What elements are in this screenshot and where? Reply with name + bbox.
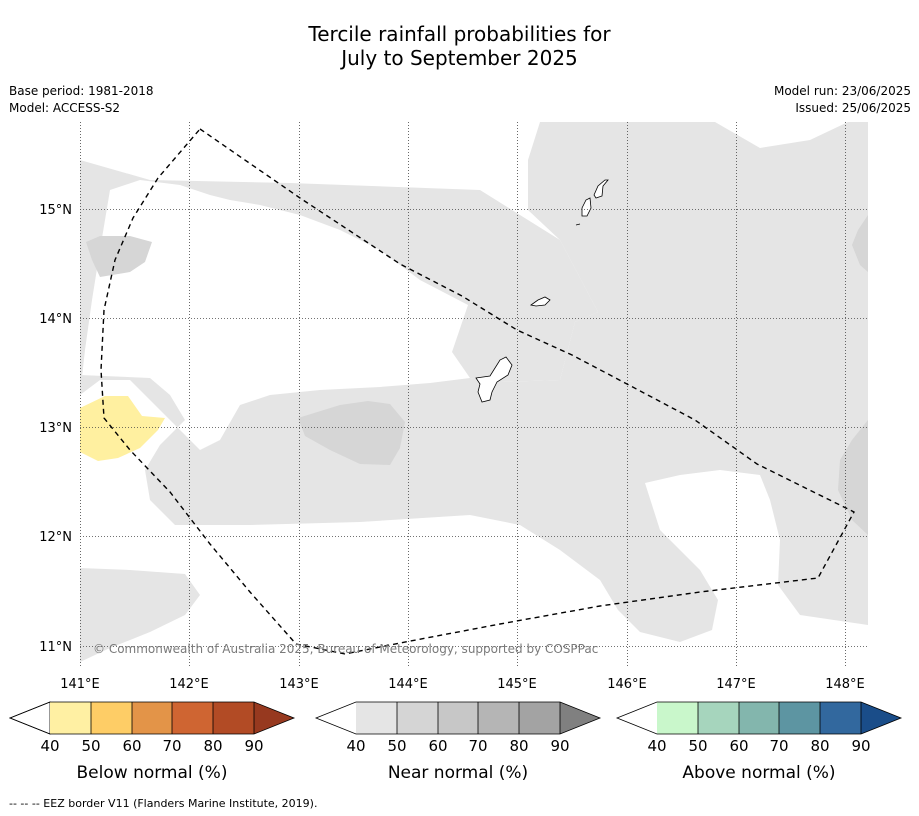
- copyright-text: © Commonwealth of Australia 2025, Bureau…: [93, 642, 598, 656]
- colorbar-high-extension: [560, 702, 600, 734]
- colorbar-tick: 70: [468, 737, 487, 755]
- colorbar-cell: [519, 702, 560, 734]
- colorbar-cell: [356, 702, 397, 734]
- lat-tick-label: 15°N: [39, 203, 72, 218]
- colorbar-tick: 80: [810, 737, 829, 755]
- colorbar-cell: [397, 702, 438, 734]
- colorbar-cell: [698, 702, 739, 734]
- colorbar-cell: [91, 702, 132, 734]
- lon-tick-label: 145°E: [497, 677, 537, 692]
- colorbar-tick: 60: [729, 737, 748, 755]
- legend-near-normal: 40 50 60 70 80 90 Near normal (%): [314, 701, 602, 783]
- title-line-2: July to September 2025: [341, 46, 578, 70]
- lon-tick-labels: 141°E 142°E 143°E 144°E 145°E 146°E 147°…: [60, 677, 865, 692]
- lon-tick-label: 141°E: [60, 677, 100, 692]
- legend-title: Above normal (%): [682, 763, 835, 783]
- colorbar-cell: [657, 702, 698, 734]
- lat-gridlines: [80, 209, 868, 647]
- colorbar-cell: [739, 702, 779, 734]
- colorbar-tick: 90: [550, 737, 569, 755]
- colorbar-tick: 80: [509, 737, 528, 755]
- colorbar-tick: 50: [387, 737, 406, 755]
- near-normal-patch-center: [298, 401, 405, 465]
- colorbar-cell: [438, 702, 478, 734]
- lon-gridlines: [80, 122, 846, 667]
- colorbar-dividers: [90, 702, 255, 734]
- colorbar-tick: 80: [203, 737, 222, 755]
- lat-tick-label: 11°N: [39, 640, 72, 655]
- colorbar-cell: [172, 702, 213, 734]
- colorbar-tick: 50: [688, 737, 707, 755]
- model-run: Model run: 23/06/2025: [773, 84, 911, 98]
- colorbar-tick: 50: [81, 737, 100, 755]
- legend-below-normal: 40 50 60 70 80 90 Below normal (%): [8, 701, 296, 783]
- meta-left: Base period: 1981-2018 Model: ACCESS-S2: [9, 83, 154, 117]
- lon-tick-label: 143°E: [279, 677, 319, 692]
- island-rota: [530, 296, 551, 307]
- island-saipan: [593, 179, 609, 199]
- colorbar-cell: [779, 702, 820, 734]
- near-normal-patch-east: [852, 215, 868, 272]
- near-normal-region-east: [80, 122, 868, 642]
- meta-right: Model run: 23/06/2025 Issued: 25/06/2025: [774, 83, 911, 117]
- colorbar-low-extension: [8, 701, 51, 735]
- colorbar-tick: 40: [647, 737, 666, 755]
- lat-tick-labels: 15°N 14°N 13°N 12°N 11°N: [39, 203, 72, 655]
- island-tinian: [581, 197, 592, 217]
- lat-tick-label: 12°N: [39, 530, 72, 545]
- lon-tick-label: 147°E: [716, 677, 756, 692]
- map-title: Tercile rainfall probabilities for July …: [0, 22, 919, 70]
- colorbar-high-extension: [254, 702, 294, 734]
- colorbar-tick: 90: [851, 737, 870, 755]
- colorbar-tick: 90: [244, 737, 263, 755]
- issued-date: Issued: 25/06/2025: [795, 101, 911, 115]
- colorbar-low-extension: [617, 702, 657, 734]
- near-normal-region-main: [80, 160, 598, 395]
- colorbar-dividers: [396, 702, 561, 734]
- legend-title: Below normal (%): [77, 763, 228, 783]
- near-normal-patch-west: [86, 236, 152, 277]
- colorbar-cell: [478, 702, 519, 734]
- near-normal-region-southwest: [80, 568, 200, 662]
- colorbar-high-extension: [861, 702, 901, 734]
- colorbar-low-extension: [316, 702, 356, 734]
- legend-title: Near normal (%): [388, 763, 528, 783]
- lon-tick-label: 148°E: [825, 677, 865, 692]
- title-line-1: Tercile rainfall probabilities for: [308, 22, 611, 46]
- base-period: Base period: 1981-2018: [9, 84, 154, 98]
- colorbar-tick: 60: [122, 737, 141, 755]
- colorbar-cell: [132, 702, 172, 734]
- probability-fields: [80, 122, 868, 662]
- eez-border: [100, 128, 855, 655]
- colorbar-tick: 70: [769, 737, 788, 755]
- legend-above-normal: 40 50 60 70 80 90 Above normal (%): [615, 701, 903, 783]
- colorbar-tick: 60: [428, 737, 447, 755]
- model-name: Model: ACCESS-S2: [9, 101, 121, 115]
- lat-tick-label: 14°N: [39, 312, 72, 327]
- lon-tick-label: 146°E: [607, 677, 647, 692]
- colorbar-cell: [50, 702, 91, 734]
- lon-tick-label: 144°E: [388, 677, 428, 692]
- colorbar-tick: 40: [40, 737, 59, 755]
- lon-tick-label: 142°E: [169, 677, 209, 692]
- colorbar-dividers: [697, 702, 862, 734]
- island-guam: [475, 356, 513, 403]
- near-normal-patch-southeast: [838, 420, 868, 535]
- colorbar-cell: [213, 702, 254, 734]
- island-aguijan: [575, 223, 581, 226]
- colorbar-tick: 70: [162, 737, 181, 755]
- lat-tick-label: 13°N: [39, 421, 72, 436]
- eez-footnote: -- -- -- EEZ border V11 (Flanders Marine…: [9, 797, 318, 810]
- colorbar-cell: [820, 702, 861, 734]
- colorbar-tick: 40: [346, 737, 365, 755]
- below-normal-patch: [80, 396, 165, 461]
